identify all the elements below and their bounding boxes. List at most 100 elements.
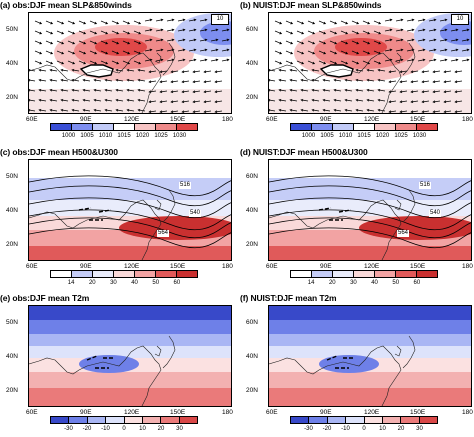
wind-vector-head bbox=[367, 21, 371, 25]
wind-vector bbox=[433, 70, 441, 73]
colorbar-label: 30 bbox=[350, 280, 357, 286]
latitude-label: 40N bbox=[246, 353, 258, 360]
wind-vector-head bbox=[356, 41, 360, 45]
wind-vector bbox=[301, 69, 309, 72]
wind-vector bbox=[362, 40, 370, 45]
wind-vector-head bbox=[466, 28, 470, 32]
wind-vector-head bbox=[290, 51, 294, 55]
wind-vector bbox=[182, 100, 190, 103]
wind-vector-head bbox=[377, 88, 381, 92]
wind-vector-head bbox=[400, 58, 404, 62]
wind-vector bbox=[133, 20, 141, 25]
wind-vector-head bbox=[269, 88, 271, 92]
wind-vector bbox=[215, 110, 223, 113]
wind-vector-head bbox=[181, 90, 185, 94]
colorbar-label: 0 bbox=[362, 426, 366, 432]
colorbar-label: -10 bbox=[341, 426, 350, 432]
wind-vector-head bbox=[279, 31, 283, 35]
wind-vector bbox=[50, 99, 58, 102]
wind-vector-head bbox=[82, 108, 86, 112]
wind-vector bbox=[89, 30, 97, 35]
longitude-label: 120E bbox=[124, 409, 140, 416]
wind-vector bbox=[428, 59, 436, 62]
wind-vector-head bbox=[203, 80, 207, 84]
wind-vector bbox=[72, 89, 80, 92]
wind-vector bbox=[400, 90, 408, 93]
wind-vector bbox=[340, 40, 348, 45]
wind-vector-head bbox=[411, 48, 415, 52]
wind-vector bbox=[389, 110, 397, 113]
wind-vector bbox=[56, 40, 64, 45]
wind-vector bbox=[182, 90, 190, 93]
colorbar-swatch bbox=[311, 271, 332, 277]
wind-vector bbox=[166, 39, 174, 42]
wind-vector bbox=[221, 49, 229, 52]
wind-vector-head bbox=[148, 70, 152, 74]
coastline bbox=[394, 199, 402, 211]
colorbar-swatch bbox=[291, 124, 311, 130]
wind-vector bbox=[439, 19, 447, 22]
wind-vector-head bbox=[104, 108, 108, 112]
wind-vector-head bbox=[137, 78, 141, 82]
wind-vector bbox=[155, 29, 163, 32]
wind-vector-head bbox=[127, 51, 131, 55]
latitude-label: 20N bbox=[6, 94, 18, 101]
colorbar-swatch bbox=[155, 124, 176, 130]
temperature-band bbox=[29, 306, 231, 320]
wind-vector bbox=[45, 50, 53, 55]
wind-vector bbox=[39, 79, 47, 82]
colorbar-swatch bbox=[141, 417, 161, 423]
height-contour bbox=[269, 227, 471, 249]
map-svg bbox=[29, 306, 231, 406]
panel-title: (c) obs:DJF mean H500&U300 bbox=[0, 147, 118, 157]
wind-vector-head bbox=[61, 31, 65, 35]
wind-vector-head bbox=[50, 41, 54, 45]
wind-vector-head bbox=[193, 58, 197, 62]
longitude-label: 180 bbox=[462, 116, 473, 123]
wind-vector bbox=[72, 69, 80, 72]
wind-vector-head bbox=[269, 98, 271, 102]
wind-vector bbox=[329, 20, 337, 25]
wind-vector-head bbox=[389, 48, 393, 52]
longitude-label: 60E bbox=[266, 116, 278, 123]
wind-vector bbox=[406, 49, 414, 52]
wind-vector bbox=[296, 30, 304, 35]
colorbar-swatch bbox=[92, 271, 113, 277]
wind-vector-head bbox=[115, 68, 119, 72]
wind-vector bbox=[444, 70, 452, 73]
temperature-band bbox=[29, 320, 231, 334]
wind-vector-head bbox=[71, 68, 75, 72]
wind-vector-head bbox=[367, 51, 371, 55]
wind-vector-head bbox=[50, 61, 54, 65]
colorbar-swatch bbox=[155, 271, 176, 277]
wind-vector-head bbox=[204, 58, 208, 62]
colorbar bbox=[290, 270, 438, 278]
wind-vector-head bbox=[432, 110, 436, 113]
wind-vector bbox=[210, 49, 218, 52]
wind-vector-head bbox=[356, 21, 360, 25]
wind-vector-head bbox=[29, 108, 31, 112]
colorbar-labels: 14 20 30 40 50 60 bbox=[290, 280, 438, 289]
wind-vector bbox=[94, 99, 102, 102]
wind-vector-head bbox=[159, 110, 163, 113]
wind-vector-head bbox=[192, 100, 196, 104]
wind-vector-head bbox=[454, 110, 458, 113]
colorbar-labels: 14 20 30 40 50 60 bbox=[50, 280, 198, 289]
wind-vector bbox=[384, 29, 392, 32]
wind-vector-head bbox=[289, 108, 293, 112]
wind-vector bbox=[171, 80, 179, 83]
wind-vector-head bbox=[279, 51, 283, 55]
wind-vector bbox=[199, 59, 207, 62]
colorbar-labels: -30 -20 -10 0 10 20 30 bbox=[50, 426, 198, 435]
wind-vector-head bbox=[193, 48, 197, 52]
wind-vector bbox=[417, 49, 425, 52]
wind-vector-head bbox=[312, 41, 316, 45]
wind-vector-head bbox=[149, 28, 153, 32]
wind-vector-head bbox=[333, 88, 337, 92]
topography-contour bbox=[326, 355, 355, 369]
longitude-label: 90E bbox=[320, 116, 332, 123]
wind-vector bbox=[455, 70, 463, 73]
wind-vector bbox=[61, 69, 69, 72]
colorbar-swatch bbox=[71, 271, 92, 277]
wind-vector-head bbox=[61, 61, 65, 65]
